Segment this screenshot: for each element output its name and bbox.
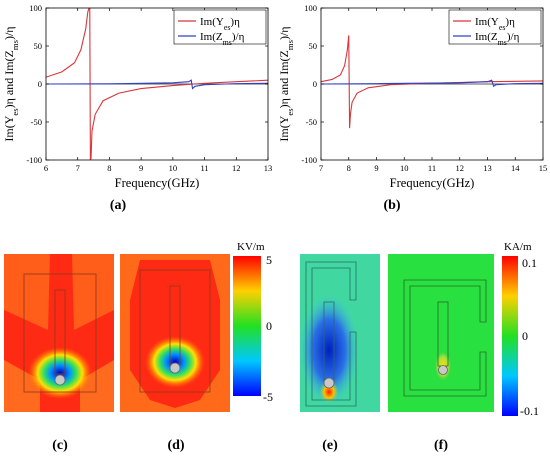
y-axis-label-a: Im(Yes)η and Im(Zms)/η — [2, 26, 20, 141]
y-tick-label-b-100: 100 — [304, 3, 317, 13]
x-tick-label-a-10: 10 — [169, 163, 178, 173]
x-tick-label-b-15: 15 — [539, 163, 548, 173]
y-tick-label-b--100: -100 — [301, 155, 317, 165]
field-map-d — [120, 254, 230, 412]
colorbar-h-tick-min: -0.1 — [520, 404, 539, 418]
y-tick-label-b-0: 0 — [313, 79, 317, 89]
series-line-b-0 — [321, 35, 543, 129]
y-tick-label-a--50: -50 — [31, 117, 42, 127]
field-map-c — [4, 254, 114, 412]
panel-label-a: (a) — [109, 198, 127, 213]
field-maps: KV/m 5 0 -5 KA/m 0.1 0 -0.1 — [4, 241, 539, 418]
series-line-a-1 — [46, 79, 268, 90]
panel-label-f: (f) — [434, 438, 448, 453]
legend-entry-b-0: Im(Yes)η — [475, 16, 515, 32]
x-tick-label-b-12: 12 — [456, 163, 465, 173]
series-line-b-1 — [321, 79, 543, 88]
field-map-e — [299, 254, 380, 412]
colorbar-e-tick-max: 5 — [266, 253, 272, 267]
colorbar-e-unit: KV/m — [237, 241, 265, 253]
y-axis-label-b: Im(Yes)η and Im(Zms)/η — [277, 26, 295, 141]
x-tick-label-a-9: 9 — [139, 163, 143, 173]
y-tick-label-b--50: -50 — [306, 117, 317, 127]
legend-entry-b-1: Im(Zms)/η — [475, 31, 520, 47]
x-tick-label-b-14: 14 — [511, 163, 520, 173]
panel-label-b: (b) — [383, 198, 401, 213]
x-tick-label-a-11: 11 — [200, 163, 208, 173]
colorbar-h-unit: KA/m — [504, 241, 532, 253]
colorbar-e-tick-zero: 0 — [266, 319, 272, 333]
x-tick-label-a-12: 12 — [232, 163, 241, 173]
colorbar-h: KA/m 0.1 0 -0.1 — [502, 241, 539, 418]
field-map-f — [388, 254, 494, 412]
panel-label-c: (c) — [52, 438, 68, 453]
x-tick-label-a-6: 6 — [44, 163, 48, 173]
y-tick-label-b-50: 50 — [309, 41, 318, 51]
x-tick-label-b-9: 9 — [374, 163, 378, 173]
colorbar-e-tick-min: -5 — [263, 390, 273, 404]
chart-a: 6 7 8 9 10 11 12 13 -100 -50 0 50 100 Frequency(GHz) I… — [2, 3, 273, 190]
x-tick-label-a-8: 8 — [107, 163, 111, 173]
panel-label-d: (d) — [167, 438, 185, 453]
x-tick-label-b-8: 8 — [347, 163, 351, 173]
chart-b: 7 8 9 10 11 12 13 14 15 -100 -50 0 50 100 Frequency(GH… — [277, 3, 548, 190]
y-tick-label-a--100: -100 — [26, 155, 42, 165]
y-tick-label-a-0: 0 — [38, 79, 42, 89]
panel-label-e: (e) — [322, 438, 338, 453]
x-tick-label-b-11: 11 — [428, 163, 436, 173]
legend-entry-a-0: Im(Yes)η — [200, 16, 240, 32]
legend-entry-a-1: Im(Zms)/η — [200, 31, 245, 47]
x-tick-label-b-13: 13 — [483, 163, 492, 173]
colorbar-h-tick-zero: 0 — [522, 329, 528, 343]
x-tick-label-b-10: 10 — [400, 163, 409, 173]
legend-box-a — [173, 9, 267, 45]
legend-box-b — [448, 9, 542, 45]
series-line-a-0 — [46, 8, 268, 160]
x-axis-label-a: Frequency(GHz) — [115, 176, 200, 190]
colorbar-e: KV/m 5 0 -5 — [233, 241, 273, 404]
x-axis-label-b: Frequency(GHz) — [390, 176, 475, 190]
x-tick-label-b-7: 7 — [319, 163, 323, 173]
x-tick-label-a-13: 13 — [264, 163, 273, 173]
y-tick-label-a-100: 100 — [29, 3, 42, 13]
x-tick-label-a-7: 7 — [76, 163, 80, 173]
colorbar-h-tick-max: 0.1 — [522, 256, 537, 270]
y-tick-label-a-50: 50 — [34, 41, 43, 51]
